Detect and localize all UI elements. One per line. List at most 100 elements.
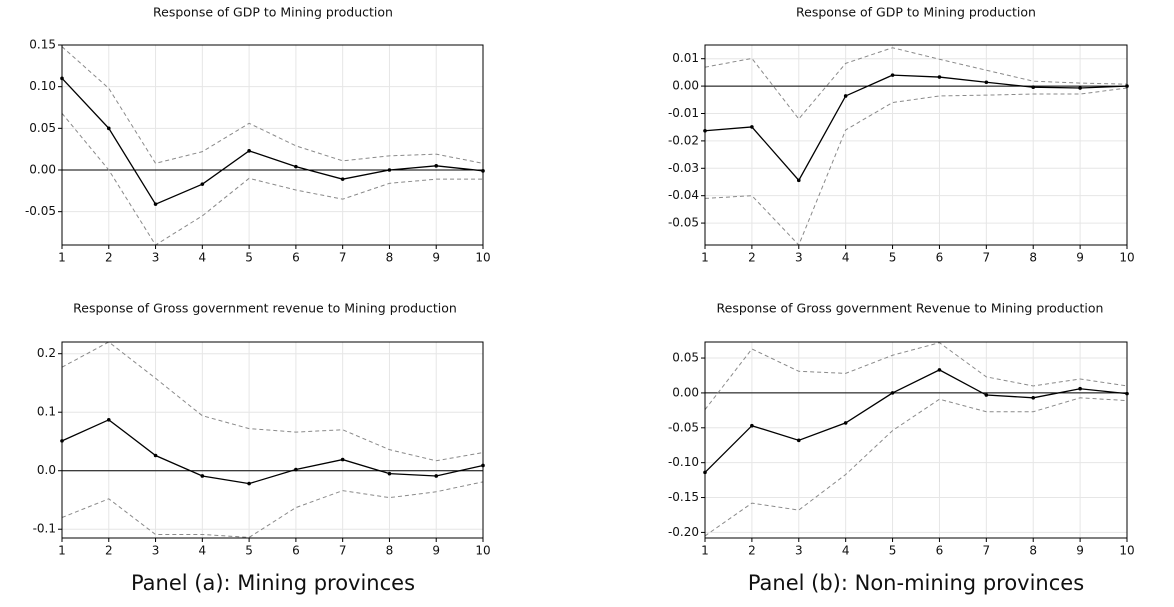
x-tick-label: 3 [795, 251, 803, 265]
point [387, 168, 392, 172]
point [153, 202, 158, 206]
point [200, 474, 205, 478]
point [387, 471, 392, 476]
y-tick-label: 0.00 [672, 79, 699, 93]
point [843, 94, 848, 98]
confidence-band [704, 87, 1128, 246]
point [750, 423, 754, 428]
x-tick-label: 5 [245, 544, 253, 558]
x-tick-label: 4 [199, 544, 207, 558]
point [294, 467, 298, 472]
plot-frame [61, 44, 484, 246]
x-tick-label: 2 [748, 544, 756, 558]
x-tick-label: 1 [58, 251, 66, 265]
x-tick-label: 4 [842, 251, 850, 265]
y-tick-label: 0.1 [37, 405, 56, 419]
x-tick-label: 9 [1076, 251, 1084, 265]
y-tick-label: -0.02 [668, 133, 699, 147]
y-tick-label: 0.10 [29, 79, 56, 93]
x-tick-label: 8 [1029, 544, 1037, 558]
chart-title: Response of Gross government Revenue to … [717, 301, 1104, 316]
point [796, 178, 801, 183]
y-tick-label: 0.05 [672, 351, 699, 365]
x-tick-label: 5 [245, 251, 253, 265]
y-tick-label: -0.03 [668, 161, 699, 175]
point [796, 438, 801, 443]
x-tick-label: 4 [842, 544, 850, 558]
point [247, 149, 251, 153]
point [750, 125, 754, 129]
x-tick-label: 3 [795, 544, 803, 558]
response-line [704, 369, 1128, 473]
plot-frame [704, 341, 1128, 539]
y-tick-label: 0.05 [29, 121, 56, 135]
point [434, 164, 439, 168]
x-tick-label: 9 [432, 544, 440, 558]
x-tick-label: 10 [1119, 251, 1134, 265]
x-tick-label: 9 [1076, 544, 1084, 558]
panel-caption: Panel (b): Non-mining provinces [748, 571, 1084, 595]
confidence-band [704, 397, 1128, 537]
y-tick-label: -0.15 [668, 490, 699, 504]
x-tick-label: 1 [701, 251, 709, 265]
panel-caption: Panel (a): Mining provinces [131, 571, 415, 595]
x-tick-label: 2 [105, 251, 113, 265]
point [937, 368, 942, 372]
confidence-band [61, 113, 483, 246]
confidence-band [704, 342, 1128, 410]
x-tick-label: 6 [292, 544, 300, 558]
y-tick-label: 0.00 [672, 385, 699, 399]
chart-title: Response of GDP to Mining production [796, 5, 1036, 20]
x-tick-label: 3 [152, 251, 160, 265]
x-tick-label: 1 [58, 544, 66, 558]
y-tick-label: -0.01 [668, 106, 699, 120]
point [890, 73, 895, 77]
x-tick-label: 7 [339, 251, 347, 265]
chart-title: Response of GDP to Mining production [153, 5, 393, 20]
y-tick-label: -0.20 [668, 525, 699, 539]
y-tick-label: -0.04 [668, 188, 699, 202]
y-tick-label: 0.01 [672, 51, 699, 65]
x-tick-label: 6 [292, 251, 300, 265]
x-tick-label: 8 [386, 251, 394, 265]
y-tick-label: -0.10 [668, 455, 699, 469]
x-tick-label: 2 [748, 251, 756, 265]
x-tick-label: 10 [1119, 544, 1134, 558]
x-tick-label: 8 [1029, 251, 1037, 265]
confidence-band [704, 47, 1128, 120]
point [200, 182, 205, 186]
response-line [61, 419, 484, 485]
point [937, 75, 942, 79]
point [1078, 386, 1082, 391]
point [340, 457, 345, 462]
y-tick-label: -0.05 [668, 216, 699, 230]
x-tick-label: 6 [936, 251, 944, 265]
chart-title: Response of Gross government revenue to … [73, 301, 457, 316]
response-line [704, 74, 1128, 182]
x-tick-label: 7 [339, 544, 347, 558]
point [1078, 86, 1082, 90]
x-tick-label: 10 [475, 251, 490, 265]
y-tick-label: -0.05 [668, 420, 699, 434]
point [340, 177, 345, 181]
confidence-band [61, 46, 484, 164]
response-line [61, 77, 484, 205]
point [984, 80, 989, 85]
point [984, 393, 989, 397]
plot-frame [704, 44, 1128, 246]
x-tick-label: 10 [475, 544, 490, 558]
y-tick-label: 0.15 [29, 38, 56, 52]
y-tick-label: -0.05 [25, 204, 56, 218]
x-tick-label: 7 [983, 251, 991, 265]
point [294, 164, 298, 169]
x-tick-label: 3 [152, 544, 160, 558]
point [1031, 396, 1036, 400]
point [1031, 85, 1036, 89]
point [106, 126, 111, 131]
x-tick-label: 4 [199, 251, 207, 265]
plot-frame [61, 341, 484, 539]
x-tick-label: 2 [105, 544, 113, 558]
confidence-band [61, 481, 484, 538]
point [890, 391, 895, 395]
x-tick-label: 7 [983, 544, 991, 558]
